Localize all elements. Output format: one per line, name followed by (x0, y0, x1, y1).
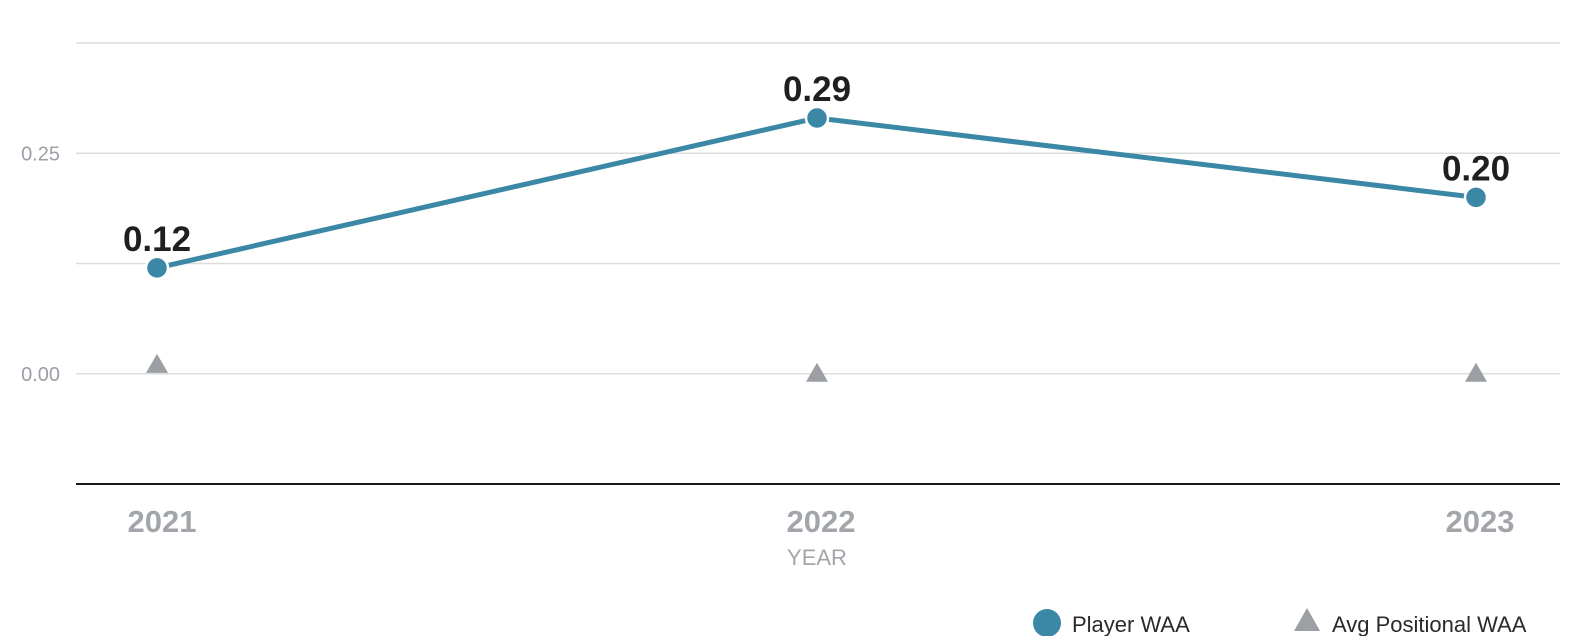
legend-player-waa-label: Player WAA (1072, 612, 1190, 636)
y-axis-ticks: 0.00 0.25 (21, 143, 60, 386)
legend: Player WAA Avg Positional WAA (1033, 608, 1527, 636)
avg-positional-waa-marker (806, 362, 828, 382)
player-waa-data-label: 0.29 (783, 70, 851, 109)
x-axis-title: YEAR (787, 545, 847, 570)
x-tick-label: 2023 (1446, 504, 1515, 539)
player-waa-point (1463, 185, 1489, 210)
legend-player-waa-marker (1033, 609, 1061, 636)
x-tick-label: 2021 (128, 504, 197, 539)
player-waa-data-label: 0.12 (123, 220, 191, 259)
y-tick-label: 0.25 (21, 143, 60, 165)
player-waa-line (156, 115, 1477, 271)
avg-positional-waa-marker (146, 353, 168, 373)
player-waa-point (144, 255, 170, 281)
x-axis-ticks: 2021 2022 2023 (128, 504, 1515, 539)
legend-avg-positional-waa-label: Avg Positional WAA (1332, 612, 1527, 636)
legend-avg-positional-waa-marker (1294, 608, 1320, 631)
y-tick-label: 0.00 (21, 364, 60, 386)
player-waa-point (804, 105, 830, 131)
avg-positional-waa-marker (1465, 362, 1487, 382)
series-layer: 0.12 0.29 0.20 (123, 70, 1510, 382)
player-waa-data-label: 0.20 (1442, 149, 1510, 188)
x-tick-label: 2022 (787, 504, 856, 539)
